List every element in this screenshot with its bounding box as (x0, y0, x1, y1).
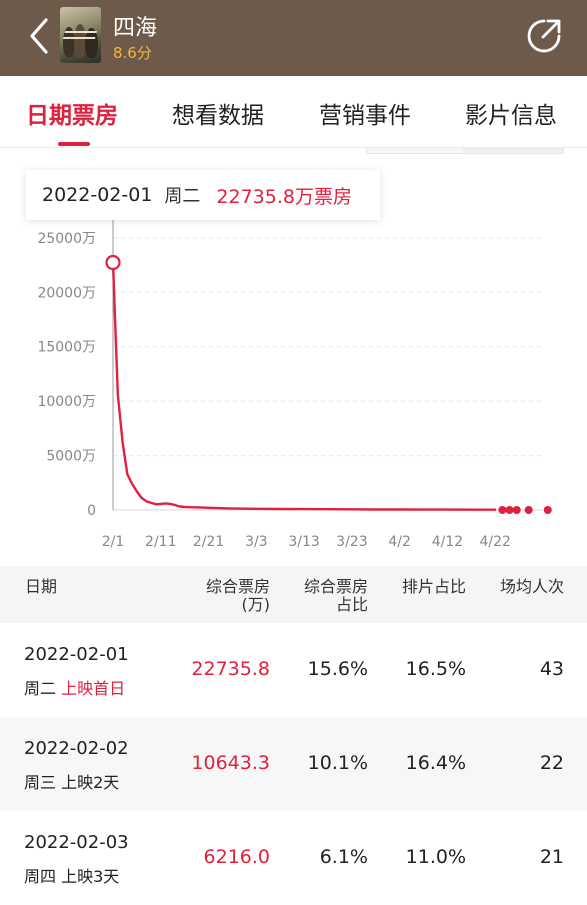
header-box-share-line1: 综合票房 (303, 577, 368, 596)
highlight-point (105, 254, 121, 271)
y-tick-label: 25000万 (37, 231, 96, 247)
y-tick-label: 15000万 (37, 340, 96, 356)
y-tick-label: 5000万 (46, 449, 96, 465)
header-box-office-line2: (万) (241, 595, 271, 614)
row-avg-attendance: 22 (539, 752, 564, 774)
table-row[interactable]: 2022-02-01 周二 上映首日 22735.8 15.6% 16.5% 4… (0, 623, 587, 717)
row-box-share: 15.6% (307, 658, 368, 680)
box-office-chart[interactable]: 25000万 20000万 15000万 10000万 5000万 0 2/1 2/11 2/2… (0, 150, 587, 565)
back-icon (30, 18, 48, 54)
row-box-share: 10.1% (307, 752, 368, 774)
x-tick-label: 4/12 (432, 534, 463, 550)
header-box-office-line1: 综合票房 (205, 577, 270, 596)
row-date: 2022-02-03 (24, 832, 129, 853)
row-weekday: 周二 (24, 679, 57, 698)
tab-want-to-see[interactable]: 想看数据 (172, 103, 264, 129)
share-icon (527, 19, 561, 53)
x-tick-label: 3/13 (288, 534, 319, 550)
header-box-share-line2: 占比 (335, 595, 368, 614)
row-release-day: 上映首日 (61, 679, 126, 698)
row-release-day: 上映3天 (61, 867, 120, 886)
tooltip-date: 2022-02-01 (42, 184, 153, 206)
header-date: 日期 (25, 577, 58, 596)
row-screen-share: 16.5% (405, 658, 466, 680)
row-weekday: 周四 (24, 867, 57, 886)
row-avg-attendance: 21 (539, 846, 564, 868)
data-point (524, 506, 533, 514)
x-tick-label: 2/1 (102, 534, 125, 550)
row-screen-share: 11.0% (405, 846, 466, 868)
tab-daily-box-office[interactable]: 日期票房 (26, 103, 118, 129)
data-point (512, 506, 521, 514)
header-screen-share[interactable]: 排片占比 (401, 577, 466, 596)
x-tick-label: 2/21 (193, 534, 224, 550)
row-day-info: 周四 上映3天 (24, 863, 119, 887)
row-avg-attendance: 43 (539, 658, 564, 680)
table-header: 日期 综合票房 (万) 综合票房 占比 排片占比 场均人次 (0, 566, 587, 623)
tooltip-value: 22735.8万票房 (216, 185, 352, 208)
row-box-office: 22735.8 (191, 658, 270, 680)
row-day-info: 周二 上映首日 (24, 675, 125, 699)
table-row[interactable]: 2022-02-03 周四 上映3天 6216.0 6.1% 11.0% 21 (0, 811, 587, 905)
x-tick-label: 3/23 (336, 534, 367, 550)
header-avg-attendance[interactable]: 场均人次 (499, 577, 564, 596)
x-tick-label: 4/22 (479, 534, 510, 550)
y-tick-label: 10000万 (37, 394, 96, 410)
tab-movie-info[interactable]: 影片信息 (465, 103, 557, 129)
x-tick-label: 3/3 (245, 534, 268, 550)
y-tick-label: 20000万 (37, 285, 96, 301)
row-box-office: 10643.3 (191, 752, 270, 774)
row-screen-share: 16.4% (405, 752, 466, 774)
back-button[interactable] (26, 14, 56, 58)
row-weekday: 周三 (24, 773, 57, 792)
header-box-share[interactable]: 综合票房 占比 (304, 578, 368, 614)
tab-bar: 日期票房 想看数据 营销事件 影片信息 (0, 76, 587, 148)
row-box-share: 6.1% (319, 846, 368, 868)
tooltip-weekday: 周二 (164, 186, 201, 207)
movie-title: 四海 (113, 16, 158, 41)
x-tick-label: 4/2 (388, 534, 411, 550)
movie-score: 8.6分 (113, 44, 152, 62)
y-tick-label: 0 (87, 503, 96, 519)
series-line (111, 261, 497, 511)
tab-marketing-events[interactable]: 营销事件 (319, 103, 411, 129)
row-date: 2022-02-02 (24, 738, 129, 759)
row-day-info: 周三 上映2天 (24, 769, 119, 793)
row-release-day: 上映2天 (61, 773, 120, 792)
row-box-office: 6216.0 (203, 846, 270, 868)
data-point (505, 506, 514, 514)
chart-tooltip: 2022-02-01 周二 22735.8万票房 (26, 170, 380, 220)
x-tick-label: 2/11 (145, 534, 176, 550)
app-header: 四海 8.6分 (0, 0, 587, 76)
row-date: 2022-02-01 (24, 644, 129, 665)
table-row[interactable]: 2022-02-02 周三 上映2天 10643.3 10.1% 16.4% 2… (0, 717, 587, 811)
data-point (498, 506, 507, 514)
data-point (543, 506, 552, 514)
header-box-office[interactable]: 综合票房 (万) (206, 578, 270, 614)
active-tab-indicator (58, 142, 90, 146)
share-button[interactable] (524, 16, 564, 56)
movie-poster[interactable] (60, 7, 101, 63)
chart-mode-switch[interactable] (366, 148, 564, 154)
